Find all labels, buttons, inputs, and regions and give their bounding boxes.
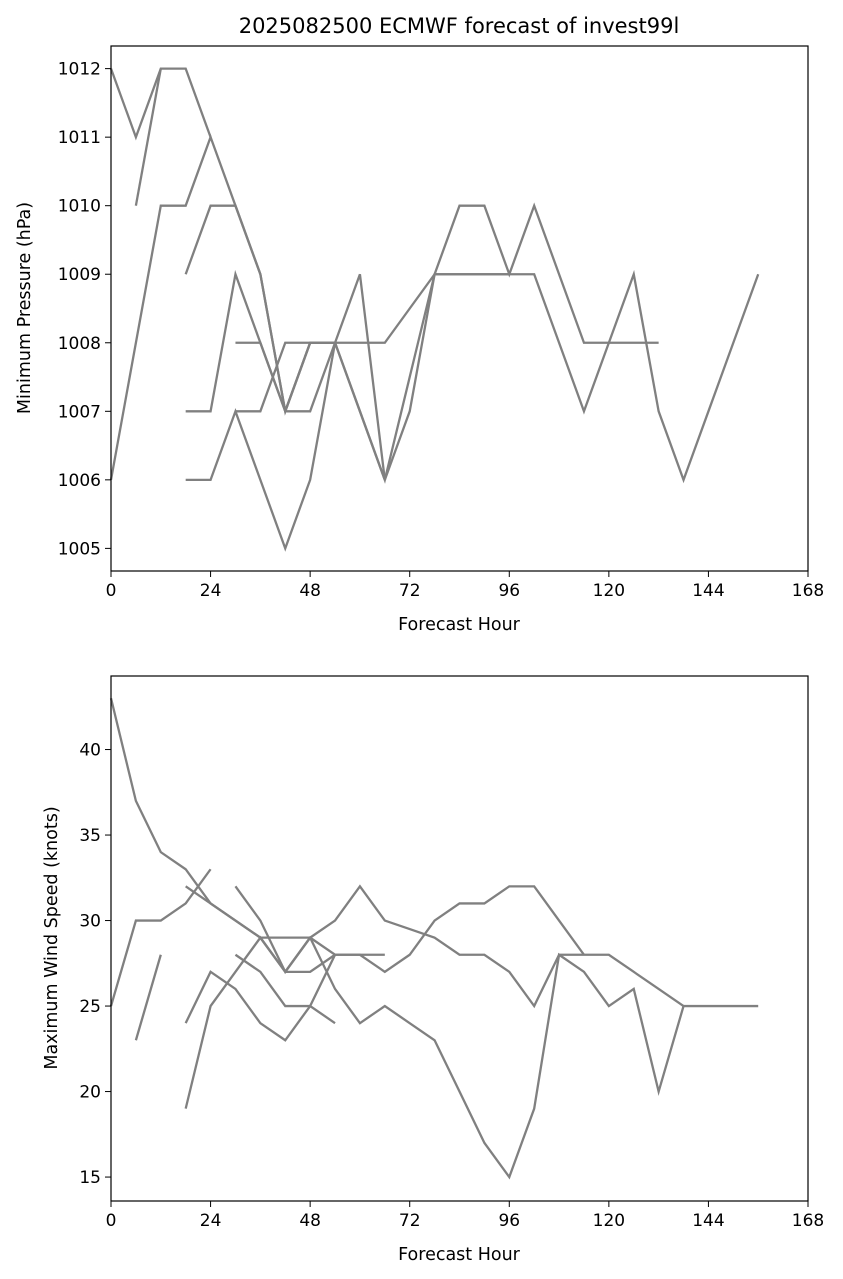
pressure-series-line-4 (184, 202, 659, 481)
pressure-y-tick-label: 1009 (58, 265, 101, 285)
wind-series-line-7 (234, 953, 336, 1025)
wind-y-axis-title: Maximum Wind Speed (knots) (42, 806, 62, 1069)
pressure-x-ticks: 0 24 48 72 96 120 144 168 (106, 571, 824, 601)
pressure-y-tick-label: 1005 (58, 539, 101, 559)
wind-series-line-8 (234, 885, 385, 975)
pressure-x-tick-label: 72 (399, 581, 421, 601)
wind-x-ticks: 0 24 48 72 96 120 144 168 (106, 1201, 824, 1231)
wind-x-tick-label: 48 (299, 1211, 321, 1231)
pressure-y-tick-label: 1011 (58, 128, 101, 148)
pressure-x-tick-label: 0 (106, 581, 117, 601)
wind-y-tick-label: 40 (79, 741, 101, 761)
wind-y-ticks: 15 20 25 30 35 40 (79, 741, 111, 1188)
pressure-x-tick-label: 48 (299, 581, 321, 601)
pressure-y-ticks: 1005 1006 1007 1008 1009 1010 1011 1012 (58, 60, 111, 559)
wind-y-tick-label: 35 (79, 826, 101, 846)
wind-x-tick-label: 72 (399, 1211, 421, 1231)
wind-axes-frame (110, 675, 809, 1202)
wind-panel: 0 24 48 72 96 120 144 168 15 20 25 30 35 40 Forecast… (42, 675, 824, 1265)
pressure-series-line-6 (185, 342, 337, 552)
pressure-y-tick-label: 1006 (58, 471, 101, 491)
pressure-x-tick-label: 144 (692, 581, 724, 601)
pressure-axes-frame (110, 45, 809, 572)
wind-y-tick-label: 15 (79, 1168, 101, 1188)
pressure-x-tick-label: 120 (593, 581, 625, 601)
pressure-x-tick-label: 24 (200, 581, 222, 601)
pressure-y-tick-label: 1012 (58, 60, 101, 80)
wind-series (109, 697, 759, 1180)
pressure-series-line-8 (235, 273, 510, 484)
wind-x-tick-label: 0 (106, 1211, 117, 1231)
wind-x-axis-title: Forecast Hour (398, 1245, 521, 1265)
wind-series-line-5 (184, 885, 585, 1042)
pressure-x-tick-label: 168 (792, 581, 824, 601)
wind-y-tick-label: 20 (79, 1083, 101, 1103)
pressure-series-line-3 (134, 68, 162, 206)
pressure-panel: 2025082500 ECMWF forecast of invest99l 0… (15, 14, 824, 635)
wind-series-line-6 (184, 935, 336, 1109)
pressure-x-tick-label: 96 (498, 581, 520, 601)
wind-x-tick-label: 120 (593, 1211, 625, 1231)
pressure-y-tick-label: 1007 (58, 402, 101, 422)
wind-y-tick-label: 25 (79, 997, 101, 1017)
chart-title: 2025082500 ECMWF forecast of invest99l (239, 14, 680, 38)
wind-x-tick-label: 144 (692, 1211, 724, 1231)
pressure-y-tick-label: 1010 (58, 197, 101, 217)
pressure-series (109, 67, 760, 552)
pressure-x-axis-title: Forecast Hour (398, 615, 521, 635)
pressure-y-axis-title: Minimum Pressure (hPa) (15, 202, 35, 414)
wind-y-tick-label: 30 (79, 912, 101, 932)
wind-series-line-3 (134, 954, 162, 1041)
wind-x-tick-label: 168 (792, 1211, 824, 1231)
pressure-y-tick-label: 1008 (58, 334, 101, 354)
wind-x-tick-label: 96 (498, 1211, 520, 1231)
wind-x-tick-label: 24 (200, 1211, 222, 1231)
